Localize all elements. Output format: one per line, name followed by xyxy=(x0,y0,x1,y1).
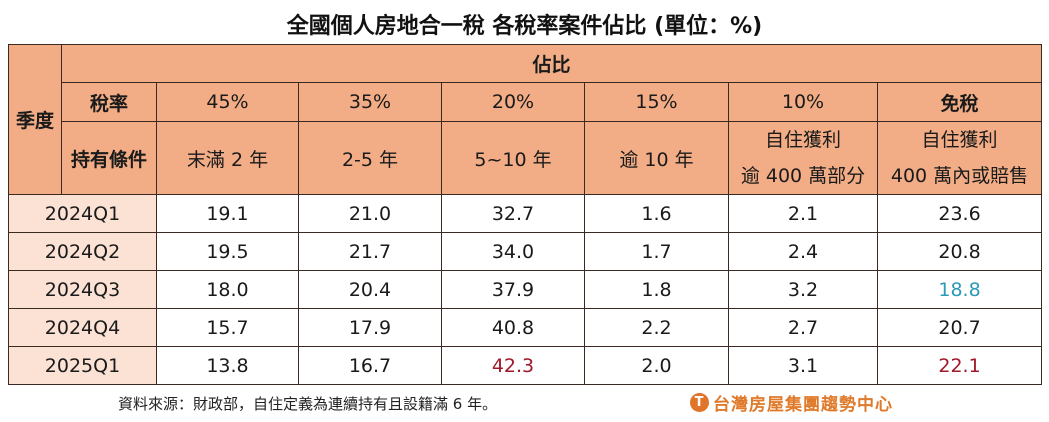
condition-exempt-line2: 400 萬內或賠售 xyxy=(890,165,1029,187)
rate-header-35: 35% xyxy=(298,82,442,122)
quarter-cell: 2024Q4 xyxy=(8,308,157,347)
table-row: 2024Q2 19.5 21.7 34.0 1.7 2.4 20.8 xyxy=(8,232,1043,271)
value-cell: 15.7 xyxy=(156,308,299,347)
value-cell: 40.8 xyxy=(441,308,585,347)
value-cell: 18.0 xyxy=(156,270,299,309)
quarter-cell: 2025Q1 xyxy=(8,346,157,385)
value-cell: 3.1 xyxy=(728,346,878,385)
value-cell: 1.8 xyxy=(584,270,729,309)
source-note: 資料來源：財政部，自住定義為連續持有且設籍滿 6 年。 xyxy=(118,395,498,413)
value-cell: 21.0 xyxy=(298,194,442,233)
value-cell: 2.0 xyxy=(584,346,729,385)
condition-10-line2: 逾 400 萬部分 xyxy=(740,165,866,187)
condition-10: 自住獲利 逾 400 萬部分 xyxy=(728,121,878,195)
condition-35: 2-5 年 xyxy=(298,121,442,195)
value-cell: 17.9 xyxy=(298,308,442,347)
condition-20: 5~10 年 xyxy=(441,121,585,195)
brand-logo: T 台灣房屋集團趨勢中心 xyxy=(690,390,893,415)
value-cell: 20.7 xyxy=(876,308,1043,347)
rate-header-15: 15% xyxy=(584,82,729,122)
condition-exempt-line1: 自住獲利 xyxy=(921,129,998,151)
brand-t-icon: T xyxy=(690,393,709,412)
value-cell: 37.9 xyxy=(441,270,585,309)
rate-label: 稅率 xyxy=(61,82,157,122)
quarter-header: 季度 xyxy=(8,44,62,195)
brand-name: 台灣房屋集團趨勢中心 xyxy=(713,395,893,415)
quarter-cell: 2024Q1 xyxy=(8,194,157,233)
value-cell: 20.8 xyxy=(876,232,1043,271)
condition-15: 逾 10 年 xyxy=(584,121,729,195)
value-cell: 13.8 xyxy=(156,346,299,385)
rate-header-exempt: 免稅 xyxy=(876,82,1043,122)
value-cell: 42.3 xyxy=(441,346,585,385)
value-cell: 2.1 xyxy=(728,194,878,233)
rate-header-20: 20% xyxy=(441,82,585,122)
quarter-cell: 2024Q2 xyxy=(8,232,157,271)
condition-label: 持有條件 xyxy=(61,121,157,195)
value-cell: 2.2 xyxy=(584,308,729,347)
quarter-cell: 2024Q3 xyxy=(8,270,157,309)
rate-header-10: 10% xyxy=(728,82,878,122)
condition-45: 末滿 2 年 xyxy=(156,121,299,195)
value-cell: 1.6 xyxy=(584,194,729,233)
value-cell: 23.6 xyxy=(876,194,1043,233)
share-group-header: 佔比 xyxy=(60,44,1043,83)
value-cell: 22.1 xyxy=(876,346,1043,385)
value-cell: 3.2 xyxy=(728,270,878,309)
value-cell: 21.7 xyxy=(298,232,442,271)
condition-exempt: 自住獲利 400 萬內或賠售 xyxy=(876,121,1043,195)
value-cell: 1.7 xyxy=(584,232,729,271)
rate-header-45: 45% xyxy=(156,82,299,122)
table-row: 2025Q1 13.8 16.7 42.3 2.0 3.1 22.1 xyxy=(8,346,1043,385)
value-cell: 32.7 xyxy=(441,194,585,233)
value-cell: 16.7 xyxy=(298,346,442,385)
value-cell: 2.4 xyxy=(728,232,878,271)
tax-rate-share-table: 季度 佔比 稅率 45% 35% 20% 15% 10% 免稅 持有條件 末滿 … xyxy=(8,44,1043,385)
table-title: 全國個人房地合一稅 各稅率案件佔比 (單位：%) xyxy=(286,14,763,39)
value-cell: 34.0 xyxy=(441,232,585,271)
condition-10-line1: 自住獲利 xyxy=(764,129,841,151)
value-cell: 18.8 xyxy=(876,270,1043,309)
table-row: 2024Q4 15.7 17.9 40.8 2.2 2.7 20.7 xyxy=(8,308,1043,347)
table-row: 2024Q3 18.0 20.4 37.9 1.8 3.2 18.8 xyxy=(8,270,1043,309)
value-cell: 19.5 xyxy=(156,232,299,271)
value-cell: 19.1 xyxy=(156,194,299,233)
value-cell: 2.7 xyxy=(728,308,878,347)
table-row: 2024Q1 19.1 21.0 32.7 1.6 2.1 23.6 xyxy=(8,194,1043,233)
value-cell: 20.4 xyxy=(298,270,442,309)
